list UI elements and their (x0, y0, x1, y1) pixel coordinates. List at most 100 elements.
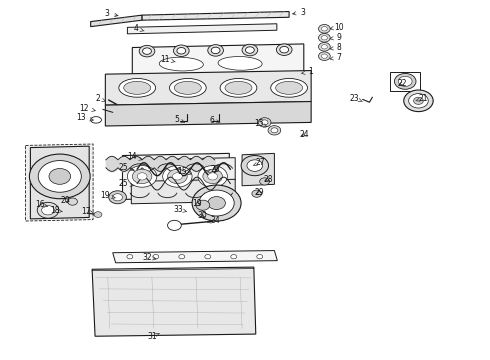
Circle shape (231, 255, 237, 259)
Circle shape (49, 168, 71, 184)
Polygon shape (105, 102, 311, 126)
Circle shape (42, 206, 54, 215)
Circle shape (203, 169, 222, 184)
Circle shape (321, 54, 327, 58)
Circle shape (109, 191, 126, 204)
Circle shape (179, 255, 185, 259)
Circle shape (409, 94, 428, 108)
Text: 20: 20 (61, 196, 71, 204)
Text: 17: 17 (81, 207, 94, 216)
Text: 13: 13 (76, 113, 93, 122)
Circle shape (94, 212, 102, 217)
Text: 2: 2 (96, 94, 106, 103)
Circle shape (321, 27, 327, 31)
Text: 24: 24 (300, 130, 310, 139)
Circle shape (211, 47, 220, 54)
Text: 19: 19 (100, 191, 115, 199)
Polygon shape (105, 71, 311, 105)
Text: 6: 6 (209, 116, 220, 125)
Circle shape (68, 198, 77, 205)
Circle shape (113, 194, 122, 201)
Text: 12: 12 (79, 104, 95, 112)
Text: 28: 28 (264, 175, 273, 184)
Circle shape (268, 126, 281, 135)
Circle shape (394, 73, 416, 89)
Circle shape (38, 161, 81, 192)
Polygon shape (132, 44, 304, 76)
Circle shape (404, 90, 433, 112)
Circle shape (247, 160, 263, 171)
Circle shape (208, 197, 225, 210)
Text: 16: 16 (35, 200, 48, 209)
Circle shape (127, 255, 133, 259)
Text: 23: 23 (350, 94, 363, 103)
Circle shape (29, 154, 90, 199)
Polygon shape (142, 12, 289, 20)
Circle shape (168, 220, 181, 230)
Text: 3: 3 (293, 8, 305, 17)
Circle shape (257, 255, 263, 259)
Circle shape (260, 178, 270, 185)
Circle shape (37, 202, 59, 218)
Text: 15: 15 (254, 120, 267, 129)
Polygon shape (91, 15, 142, 27)
Circle shape (208, 173, 218, 180)
Circle shape (398, 76, 412, 86)
Circle shape (318, 42, 330, 51)
Circle shape (318, 24, 330, 33)
Text: 21: 21 (416, 94, 428, 103)
Text: 25: 25 (119, 163, 134, 172)
Text: 32: 32 (142, 253, 156, 261)
Text: 19: 19 (192, 199, 202, 208)
Text: 10: 10 (330, 23, 344, 32)
Text: 7: 7 (330, 53, 342, 62)
Circle shape (163, 166, 192, 187)
Circle shape (143, 48, 151, 54)
Text: 15: 15 (177, 167, 191, 176)
Circle shape (321, 36, 327, 40)
Text: 5: 5 (174, 115, 185, 124)
Circle shape (318, 52, 330, 60)
Text: 3: 3 (104, 9, 118, 18)
Text: 9: 9 (330, 33, 342, 42)
Text: 26: 26 (207, 165, 220, 174)
Polygon shape (113, 251, 277, 263)
Text: 27: 27 (253, 158, 266, 167)
Polygon shape (92, 267, 256, 336)
Ellipse shape (170, 78, 206, 97)
Circle shape (132, 169, 152, 184)
Ellipse shape (123, 81, 151, 94)
Circle shape (177, 48, 186, 54)
Ellipse shape (159, 57, 203, 71)
Circle shape (271, 128, 278, 133)
Circle shape (168, 169, 187, 184)
Text: 29: 29 (255, 188, 265, 197)
Polygon shape (25, 144, 93, 221)
Ellipse shape (174, 81, 201, 94)
Circle shape (414, 97, 423, 104)
Ellipse shape (270, 78, 308, 97)
Text: 34: 34 (207, 216, 220, 225)
Text: 14: 14 (127, 153, 143, 161)
Circle shape (280, 46, 289, 53)
Ellipse shape (119, 78, 156, 97)
Circle shape (245, 47, 254, 53)
Polygon shape (242, 153, 274, 186)
Polygon shape (131, 158, 235, 182)
Ellipse shape (275, 81, 303, 94)
Circle shape (241, 156, 269, 176)
Text: 30: 30 (197, 211, 207, 220)
Circle shape (196, 200, 210, 210)
Circle shape (208, 45, 223, 56)
Text: 31: 31 (147, 332, 160, 341)
Ellipse shape (225, 81, 252, 94)
Ellipse shape (220, 78, 257, 97)
Circle shape (127, 166, 157, 187)
Circle shape (321, 45, 327, 49)
Circle shape (192, 185, 241, 221)
Circle shape (205, 255, 211, 259)
Circle shape (252, 190, 262, 197)
Circle shape (258, 118, 271, 127)
Text: 11: 11 (160, 55, 175, 63)
Circle shape (172, 173, 182, 180)
